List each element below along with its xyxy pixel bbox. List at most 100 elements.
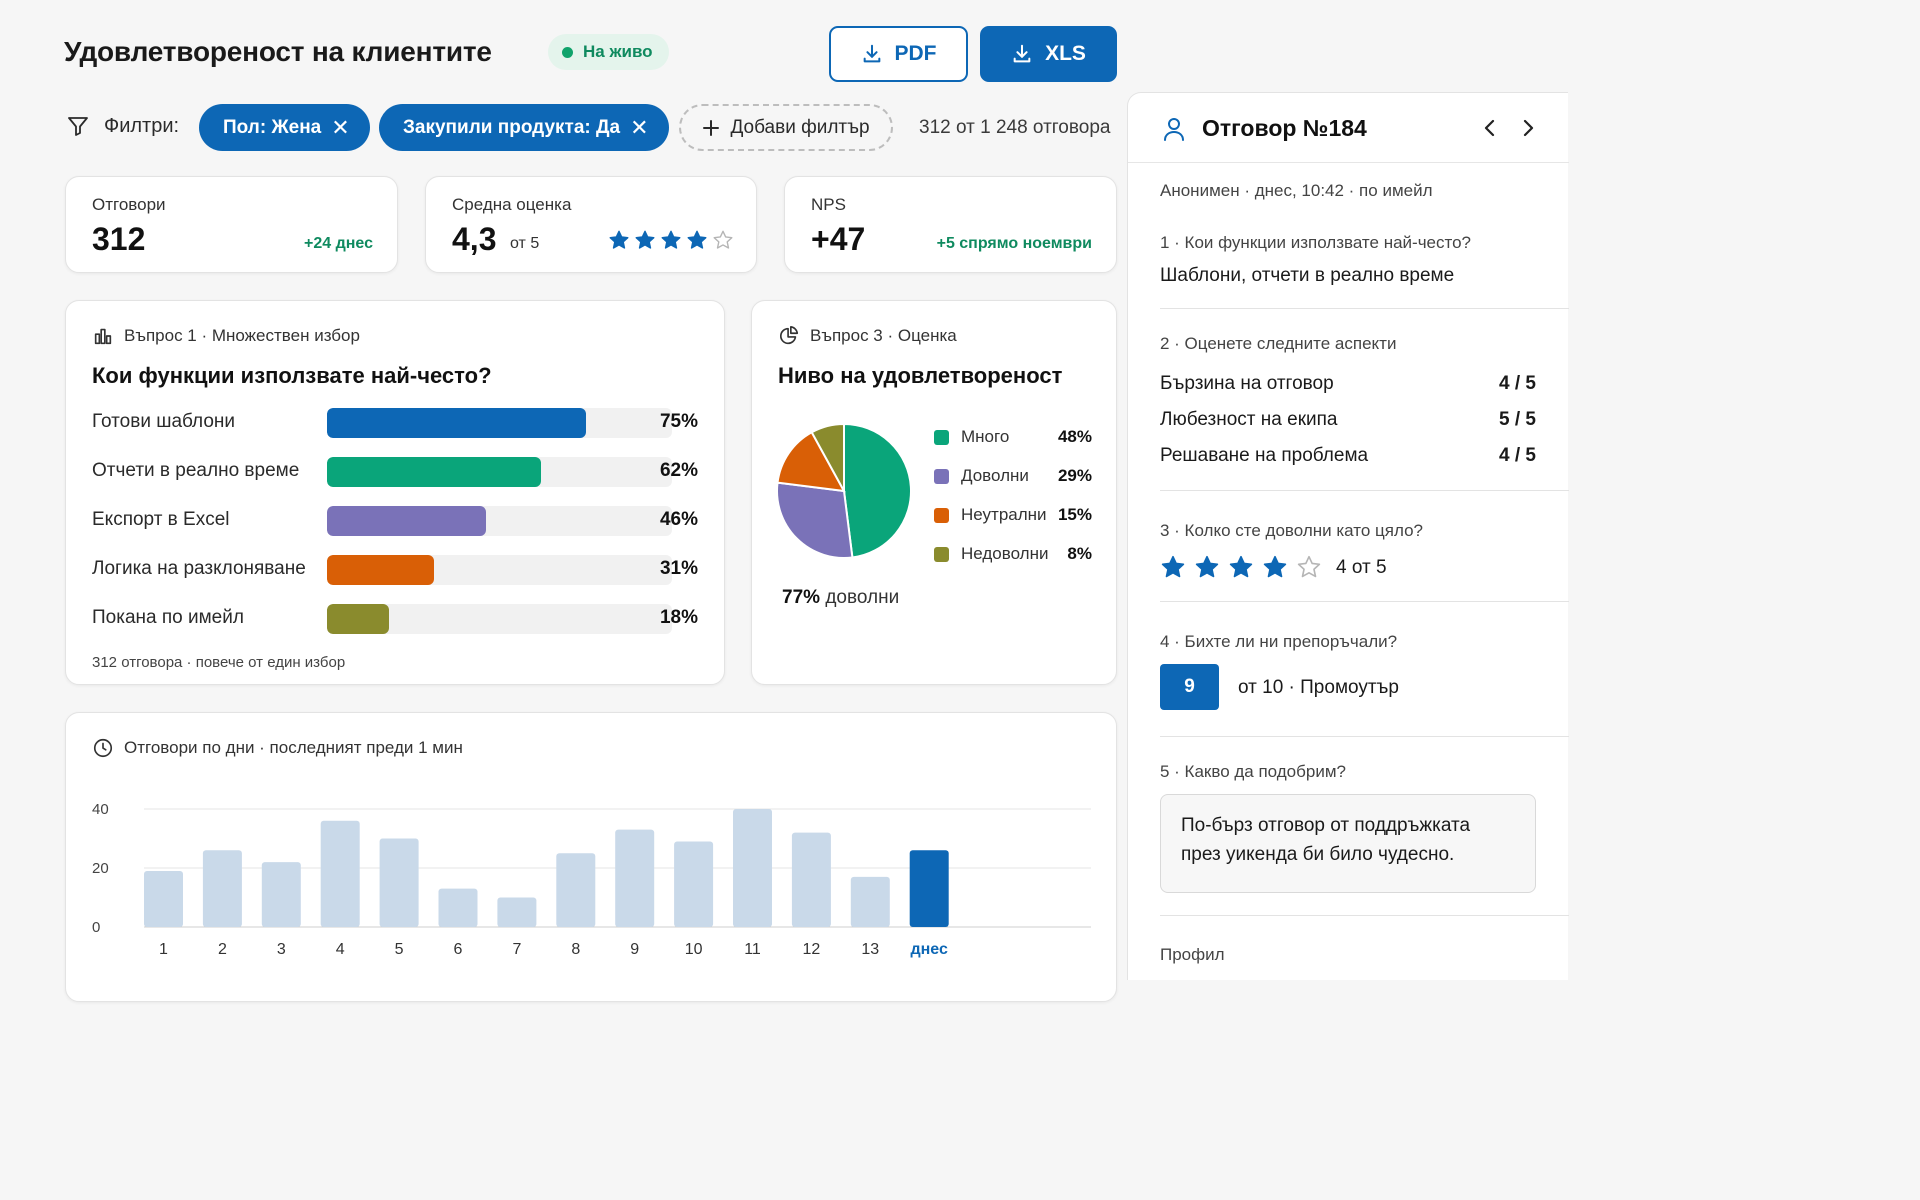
divider [1160,736,1569,737]
bar-row: Отчети в реално време 62% [92,457,698,487]
x-tick-label: 11 [744,941,761,958]
x-tick-label: 4 [336,941,345,958]
export-xls-label: XLS [1045,42,1086,65]
star-filled-icon [1194,554,1220,580]
star-empty-icon [712,229,734,251]
bar-percentage: 62% [659,460,698,481]
x-tick-label: 9 [630,941,639,958]
legend-swatch [934,468,949,484]
daily-bar [438,888,478,927]
rating-stars [1160,554,1322,580]
chevron-left-icon[interactable] [1480,117,1500,139]
legend-item: Много 48% [934,425,1092,449]
star-filled-icon [1228,554,1254,580]
export-pdf-button[interactable]: PDF [829,26,968,82]
filter-chip-purchased[interactable]: Закупили продукта: Да ✕ [379,104,669,151]
plus-icon [702,119,720,137]
nps-score-text: от 10 · Промоутър [1238,677,1399,698]
export-pdf-label: PDF [894,42,937,65]
daily-bar [261,862,301,927]
legend-percentage: 48% [1057,427,1092,446]
bar-percentage: 18% [659,607,698,628]
legend-swatch [934,429,949,445]
live-label: На живо [583,42,653,61]
filter-chip-gender[interactable]: Пол: Жена ✕ [199,104,370,151]
legend-label: Неутрални [961,505,1047,524]
legend-item: Доволни 29% [934,464,1092,488]
question-1-card: Въпрос 1 · Множествен избор Кои функции … [65,300,725,685]
stat-value: 4,3 [452,221,497,257]
x-tick-label: 8 [571,941,580,958]
legend-label: Много [961,427,1010,446]
aspect-label: Бързина на отговор [1160,373,1334,394]
legend-item: Неутрални 15% [934,503,1092,527]
bar-label: Логика на разклоняване [92,558,306,579]
question-3-card: Въпрос 3 · Оценка Ниво на удовлетворенос… [751,300,1117,685]
add-filter-button[interactable]: Добави филтър [679,104,893,151]
question-title: Кои функции използвате най-често? [92,363,492,388]
bar-chart-icon [92,325,114,347]
pie-slice [776,430,846,493]
x-tick-label: 7 [512,941,521,958]
response-meta: Анонимен · днес, 10:42 · по имейл [1160,181,1433,200]
star-empty-icon [1296,554,1322,580]
filter-chip-label: Закупили продукта: Да [403,116,621,138]
close-icon[interactable]: ✕ [331,114,350,140]
star-filled-icon [1262,554,1288,580]
rating-stars [608,229,734,251]
x-tick-label: 10 [685,941,703,958]
aspect-label: Любезност на екипа [1160,409,1338,430]
stat-sub: от 5 [510,235,540,252]
bar-label: Покана по имейл [92,607,244,628]
daily-bar [674,841,714,927]
filter-icon [66,114,90,138]
bar-track [327,457,672,487]
card-header-text: Въпрос 1 · Множествен избор [124,326,360,345]
bar-track [327,555,672,585]
panel-question-5: 5 · Какво да подобрим? [1160,762,1346,781]
panel-title: Отговор №184 [1202,115,1367,141]
nps-score-box: 9 [1160,664,1219,710]
live-dot-icon [562,46,573,58]
legend-percentage: 15% [1057,505,1092,524]
daily-bar [144,870,183,927]
x-tick-label: 1 [159,941,168,958]
daily-bar [320,820,360,927]
chevron-right-icon[interactable] [1518,117,1538,139]
pie-slice [776,481,854,559]
legend-label: Недоволни [961,544,1049,563]
card-header: Въпрос 1 · Множествен избор [92,325,360,347]
star-filled-icon [608,229,630,251]
legend-label: Доволни [961,466,1029,485]
stat-value: 312 [92,221,146,257]
legend-percentage: 8% [1067,544,1092,563]
x-tick-label: днес [910,941,948,958]
aspect-label: Решаване на проблема [1160,445,1369,466]
bar-label: Отчети в реално време [92,460,300,481]
star-filled-icon [1160,554,1186,580]
bar-fill [327,506,486,536]
panel-answer-1: Шаблони, отчети в реално време [1160,265,1455,286]
bar-track [327,604,672,634]
divider [1160,490,1569,491]
export-xls-button[interactable]: XLS [980,26,1117,82]
stat-delta: +24 днес [304,235,373,252]
filter-chip-label: Пол: Жена [223,116,322,138]
pie-slice [843,422,912,559]
clock-icon [92,737,114,759]
legend-swatch [934,507,949,523]
divider [1160,915,1569,916]
x-tick-label: 5 [395,941,404,958]
bar-row: Логика на разклоняване 31% [92,555,698,585]
x-tick-label: 6 [454,941,463,958]
close-icon[interactable]: ✕ [630,114,649,140]
legend-swatch [934,546,949,562]
divider [1160,601,1569,602]
pie-note: 77% доволни [782,587,899,609]
stat-delta: +5 спрямо ноември [936,235,1092,252]
daily-bar [202,850,242,927]
legend-percentage: 29% [1057,466,1092,485]
daily-bar [791,832,831,927]
bar-row: Покана по имейл 18% [92,604,698,634]
aspect-row: Бързина на отговор 4 / 5 [1160,373,1536,395]
